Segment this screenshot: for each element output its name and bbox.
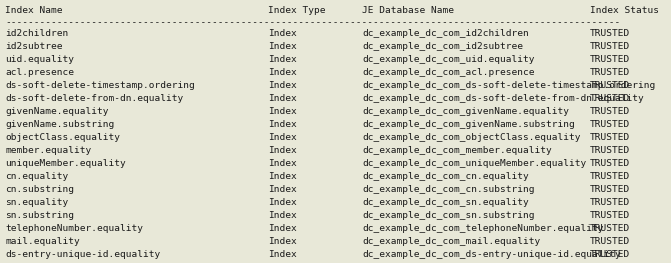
Text: Index: Index xyxy=(268,133,297,142)
Text: TRUSTED: TRUSTED xyxy=(590,29,630,38)
Text: dc_example_dc_com_id2children: dc_example_dc_com_id2children xyxy=(362,29,529,38)
Text: dc_example_dc_com_givenName.substring: dc_example_dc_com_givenName.substring xyxy=(362,120,575,129)
Text: TRUSTED: TRUSTED xyxy=(590,133,630,142)
Text: TRUSTED: TRUSTED xyxy=(590,94,630,103)
Text: mail.equality: mail.equality xyxy=(5,237,80,246)
Text: TRUSTED: TRUSTED xyxy=(590,42,630,51)
Text: id2children: id2children xyxy=(5,29,68,38)
Text: Index: Index xyxy=(268,94,297,103)
Text: dc_example_dc_com_uid.equality: dc_example_dc_com_uid.equality xyxy=(362,55,535,64)
Text: Index: Index xyxy=(268,159,297,168)
Text: givenName.equality: givenName.equality xyxy=(5,107,109,116)
Text: Index: Index xyxy=(268,211,297,220)
Text: --------------------------------------------------------------------------------: ----------------------------------------… xyxy=(5,18,620,27)
Text: Index: Index xyxy=(268,250,297,259)
Text: Index: Index xyxy=(268,68,297,77)
Text: ds-soft-delete-timestamp.ordering: ds-soft-delete-timestamp.ordering xyxy=(5,81,195,90)
Text: Index: Index xyxy=(268,172,297,181)
Text: Index: Index xyxy=(268,146,297,155)
Text: Index: Index xyxy=(268,55,297,64)
Text: sn.equality: sn.equality xyxy=(5,198,68,207)
Text: TRUSTED: TRUSTED xyxy=(590,237,630,246)
Text: telephoneNumber.equality: telephoneNumber.equality xyxy=(5,224,143,233)
Text: objectClass.equality: objectClass.equality xyxy=(5,133,120,142)
Text: dc_example_dc_com_uniqueMember.equality: dc_example_dc_com_uniqueMember.equality xyxy=(362,159,586,168)
Text: dc_example_dc_com_ds-soft-delete-from-dn.equality: dc_example_dc_com_ds-soft-delete-from-dn… xyxy=(362,94,643,103)
Text: dc_example_dc_com_sn.equality: dc_example_dc_com_sn.equality xyxy=(362,198,529,207)
Text: dc_example_dc_com_ds-soft-delete-timestamp.ordering: dc_example_dc_com_ds-soft-delete-timesta… xyxy=(362,81,656,90)
Text: TRUSTED: TRUSTED xyxy=(590,172,630,181)
Text: cn.equality: cn.equality xyxy=(5,172,68,181)
Text: TRUSTED: TRUSTED xyxy=(590,55,630,64)
Text: TRUSTED: TRUSTED xyxy=(590,107,630,116)
Text: TRUSTED: TRUSTED xyxy=(590,224,630,233)
Text: dc_example_dc_com_acl.presence: dc_example_dc_com_acl.presence xyxy=(362,68,535,77)
Text: dc_example_dc_com_cn.equality: dc_example_dc_com_cn.equality xyxy=(362,172,529,181)
Text: member.equality: member.equality xyxy=(5,146,91,155)
Text: dc_example_dc_com_mail.equality: dc_example_dc_com_mail.equality xyxy=(362,237,540,246)
Text: TRUSTED: TRUSTED xyxy=(590,211,630,220)
Text: Index: Index xyxy=(268,107,297,116)
Text: Index Status: Index Status xyxy=(590,6,659,15)
Text: dc_example_dc_com_id2subtree: dc_example_dc_com_id2subtree xyxy=(362,42,523,51)
Text: givenName.substring: givenName.substring xyxy=(5,120,114,129)
Text: dc_example_dc_com_cn.substring: dc_example_dc_com_cn.substring xyxy=(362,185,535,194)
Text: sn.substring: sn.substring xyxy=(5,211,74,220)
Text: Index: Index xyxy=(268,29,297,38)
Text: JE Database Name: JE Database Name xyxy=(362,6,454,15)
Text: dc_example_dc_com_givenName.equality: dc_example_dc_com_givenName.equality xyxy=(362,107,569,116)
Text: dc_example_dc_com_telephoneNumber.equality: dc_example_dc_com_telephoneNumber.equali… xyxy=(362,224,603,233)
Text: uid.equality: uid.equality xyxy=(5,55,74,64)
Text: Index: Index xyxy=(268,224,297,233)
Text: uniqueMember.equality: uniqueMember.equality xyxy=(5,159,125,168)
Text: Index Name: Index Name xyxy=(5,6,62,15)
Text: dc_example_dc_com_sn.substring: dc_example_dc_com_sn.substring xyxy=(362,211,535,220)
Text: TRUSTED: TRUSTED xyxy=(590,198,630,207)
Text: TRUSTED: TRUSTED xyxy=(590,185,630,194)
Text: TRUSTED: TRUSTED xyxy=(590,81,630,90)
Text: Index: Index xyxy=(268,120,297,129)
Text: TRUSTED: TRUSTED xyxy=(590,146,630,155)
Text: Index: Index xyxy=(268,237,297,246)
Text: id2subtree: id2subtree xyxy=(5,42,62,51)
Text: Index Type: Index Type xyxy=(268,6,325,15)
Text: TRUSTED: TRUSTED xyxy=(590,250,630,259)
Text: Index: Index xyxy=(268,81,297,90)
Text: dc_example_dc_com_ds-entry-unique-id.equality: dc_example_dc_com_ds-entry-unique-id.equ… xyxy=(362,250,621,259)
Text: ds-soft-delete-from-dn.equality: ds-soft-delete-from-dn.equality xyxy=(5,94,183,103)
Text: Index: Index xyxy=(268,198,297,207)
Text: TRUSTED: TRUSTED xyxy=(590,68,630,77)
Text: acl.presence: acl.presence xyxy=(5,68,74,77)
Text: Index: Index xyxy=(268,185,297,194)
Text: TRUSTED: TRUSTED xyxy=(590,120,630,129)
Text: Index: Index xyxy=(268,42,297,51)
Text: ds-entry-unique-id.equality: ds-entry-unique-id.equality xyxy=(5,250,160,259)
Text: dc_example_dc_com_objectClass.equality: dc_example_dc_com_objectClass.equality xyxy=(362,133,580,142)
Text: TRUSTED: TRUSTED xyxy=(590,159,630,168)
Text: cn.substring: cn.substring xyxy=(5,185,74,194)
Text: dc_example_dc_com_member.equality: dc_example_dc_com_member.equality xyxy=(362,146,552,155)
